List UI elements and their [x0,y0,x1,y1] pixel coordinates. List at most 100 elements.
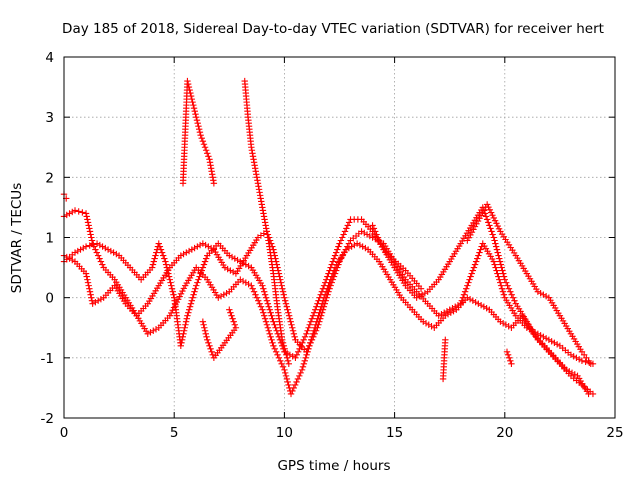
data-point [443,308,451,315]
data-point [477,246,484,253]
data-point [281,345,288,353]
data-point [267,309,274,316]
data-point [508,291,515,298]
data-point [289,327,297,334]
data-point [444,311,452,318]
data-point [297,342,305,349]
data-point [190,291,197,298]
data-point [193,116,201,124]
data-point [278,360,285,368]
data-point [256,300,263,307]
data-point [215,294,222,301]
data-point [84,216,91,223]
data-point [318,288,326,295]
data-point [245,262,252,270]
data-point [490,258,497,265]
data-point [293,378,300,386]
data-point [251,165,259,172]
data-point [184,80,192,88]
data-point [79,209,86,216]
data-point [331,270,339,277]
y-tick-label: -1 [41,351,54,367]
data-point [468,270,475,277]
data-point [495,252,502,259]
data-point [466,276,473,283]
data-point [551,339,558,346]
data-point [540,333,547,340]
data-point [258,198,265,205]
data-point [97,295,105,303]
data-point [332,249,340,256]
data-point [270,342,277,349]
data-point [285,381,292,389]
data-point [84,279,92,286]
data-point [96,255,103,262]
data-point [266,306,273,313]
data-point [294,375,302,383]
data-point [94,252,102,259]
data-point [86,242,93,249]
data-point [499,320,507,327]
data-point [282,348,289,356]
data-point [442,312,449,319]
data-point [228,253,236,261]
data-point [489,212,496,219]
data-point [232,324,240,331]
data-point [260,213,268,220]
data-point [337,237,345,244]
data-point [476,249,483,256]
data-point [201,324,208,331]
data-point [88,234,95,241]
data-point [85,282,92,289]
data-point [268,336,275,343]
data-point [492,240,499,247]
data-point [196,241,204,249]
data-point [267,333,274,340]
data-point [186,86,193,94]
data-point [202,255,210,262]
data-point [319,285,327,292]
data-point [344,222,351,229]
data-point [282,300,290,307]
data-point [534,288,542,295]
data-point [210,180,218,187]
data-point [250,288,258,295]
data-point [226,306,233,313]
data-point [180,330,187,337]
data-point [69,208,76,216]
data-point [284,357,292,365]
data-point [529,327,536,334]
data-point [487,225,494,232]
data-point [316,294,323,301]
data-point [191,288,198,295]
data-point [255,183,262,190]
y-tick-label: 1 [45,231,54,247]
data-point [493,220,500,227]
data-point [195,126,203,133]
data-point [229,268,237,276]
data-point [457,300,464,307]
data-point [589,390,597,398]
data-point [469,267,477,274]
data-point [283,303,290,310]
data-point [289,324,296,331]
data-point [329,276,337,283]
data-point [276,273,283,280]
data-point [507,357,514,365]
data-point [182,318,190,325]
data-point [196,273,203,280]
data-point [474,217,482,225]
data-point [179,333,186,340]
data-point [288,321,295,328]
data-point [339,252,346,259]
data-point [294,348,302,356]
data-point [500,270,507,277]
data-point [417,285,425,292]
data-point [251,162,258,169]
data-point [197,132,204,139]
data-point [92,246,99,253]
data-point [274,351,281,359]
data-point [479,209,486,216]
data-point [168,282,175,289]
